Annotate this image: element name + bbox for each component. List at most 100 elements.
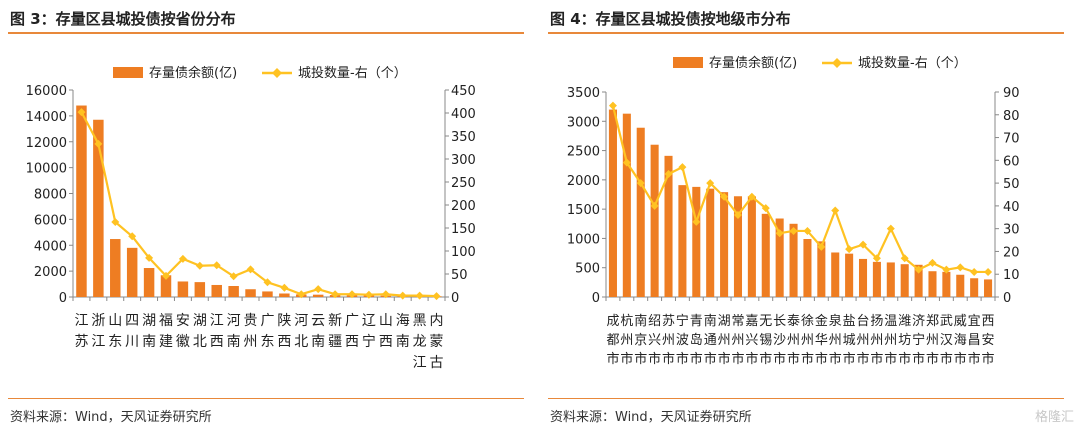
fig4-count-point (803, 226, 812, 235)
fig3-category-label: 江西 (210, 313, 224, 350)
figure-4-source: 资料来源：Wind，天风证券研究所 (550, 410, 752, 425)
fig4-count-point (872, 254, 881, 263)
fig3-y-tick-label: 12000 (26, 136, 67, 151)
fig3-bar (245, 289, 256, 297)
fig4-y2-tick-label: 0 (1003, 291, 1011, 306)
fig4-category-label: 泰州市 (787, 314, 800, 367)
fig4-bar (636, 127, 645, 297)
fig4-bar (858, 258, 868, 297)
fig4-count-point (928, 258, 937, 267)
fig4-category-label: 泉州市 (829, 313, 842, 367)
fig4-bar (706, 188, 715, 297)
figure-4-chart: 存量债余额(亿) 城投数量-右（个）05001000150020002500300… (567, 55, 1020, 367)
fig3-y2-tick-label: 300 (451, 153, 476, 168)
fig3-count-point (162, 271, 170, 280)
fig3-category-label: 广东 (260, 313, 274, 350)
fig4-bar (970, 278, 979, 297)
fig3-count-point (432, 292, 441, 301)
fig4-bar (928, 271, 937, 297)
fig4-y2-tick-label: 80 (1003, 109, 1020, 124)
fig4-legend-bar-label: 存量债余额(亿) (709, 55, 797, 71)
fig3-category-label: 山西 (379, 313, 393, 350)
fig3-y-tick-label: 2000 (34, 265, 67, 280)
fig3-bar (110, 239, 121, 297)
fig3-category-label: 内蒙古 (430, 313, 444, 371)
fig4-y-tick-label: 1000 (567, 232, 600, 247)
fig4-y-tick-label: 0 (592, 291, 600, 306)
fig4-y-tick-label: 500 (575, 262, 600, 277)
fig4-category-label: 南通市 (704, 313, 717, 367)
fig4-category-label: 金华市 (815, 313, 828, 367)
fig3-bar (194, 282, 206, 297)
fig4-category-label: 武汉市 (940, 314, 953, 367)
fig4-category-label: 宜昌市 (968, 314, 981, 367)
fig4-category-label: 温州市 (884, 314, 897, 367)
fig3-y-tick-label: 8000 (34, 188, 67, 203)
fig4-count-point (664, 170, 673, 178)
fig4-category-label: 无锡市 (759, 314, 772, 367)
fig4-category-label: 郑州市 (926, 314, 939, 367)
fig3-bar (228, 286, 239, 297)
fig3-category-label: 河南 (227, 313, 241, 350)
fig3-count-point (415, 291, 424, 300)
fig4-y2-tick-label: 40 (1003, 200, 1020, 215)
figure-3-top-rule (8, 32, 524, 34)
fig4-bar (831, 252, 840, 297)
fig3-count-line (80, 111, 437, 298)
fig3-count-point (195, 261, 204, 270)
fig4-category-label: 湖州市 (718, 314, 731, 367)
figure-3-chart: 存量债余额(亿) 城投数量-右（个）02000400060008000100001… (26, 65, 476, 371)
fig4-y-tick-label: 3500 (567, 86, 600, 101)
fig4-count-point (970, 267, 979, 276)
fig4-y2-tick-label: 50 (1003, 177, 1020, 192)
fig3-count-point (280, 283, 289, 292)
fig3-category-label: 江苏 (74, 313, 88, 350)
fig4-count-point (845, 245, 854, 254)
fig4-bar (747, 196, 756, 297)
fig4-count-point (678, 163, 687, 172)
fig4-bar (803, 239, 812, 297)
fig4-bar (608, 109, 617, 297)
fig4-count-point (706, 179, 715, 188)
fig3-count-point (364, 290, 373, 299)
fig4-y-tick-label: 2000 (567, 174, 600, 189)
fig4-bar (733, 196, 743, 297)
fig4-category-label: 威海市 (954, 314, 967, 367)
fig3-y2-tick-label: 100 (451, 245, 476, 260)
fig3-category-label: 山东 (108, 313, 122, 350)
fig3-y-tick-label: 16000 (26, 84, 67, 99)
fig4-category-label: 济宁市 (912, 314, 925, 367)
fig3-bar (160, 275, 172, 297)
fig4-category-label: 潍坊市 (898, 314, 911, 367)
fig3-count-point (263, 278, 272, 287)
fig4-count-point (984, 267, 993, 276)
fig3-count-point (381, 290, 390, 299)
figure-4-top-rule (548, 32, 1064, 34)
fig4-category-label: 成都市 (606, 314, 619, 367)
fig3-count-point (297, 290, 306, 299)
fig4-count-point (747, 192, 756, 201)
fig3-count-point (314, 285, 323, 294)
fig4-category-label: 西安市 (982, 314, 995, 367)
fig4-bar (692, 186, 701, 297)
fig4-bar (622, 113, 631, 298)
fig3-category-label: 湖南 (142, 313, 156, 350)
fig3-category-label: 贵州 (244, 313, 258, 350)
fig4-count-point (789, 226, 798, 235)
watermark-logo: 格隆汇 (1034, 410, 1074, 425)
fig4-y2-tick-label: 30 (1003, 223, 1020, 238)
fig3-count-point (111, 218, 120, 227)
fig3-y2-tick-label: 0 (451, 291, 459, 306)
figure-4-bottom-rule (548, 398, 1064, 399)
fig4-category-label: 长沙市 (773, 314, 786, 367)
fig3-count-point (94, 139, 103, 148)
fig3-count-point (77, 108, 86, 117)
fig3-category-label: 云南 (311, 313, 325, 350)
fig3-legend-line-label: 城投数量-右（个） (298, 65, 407, 81)
fig3-count-point (246, 265, 255, 274)
fig3-y2-tick-label: 200 (451, 199, 476, 214)
fig4-y2-tick-label: 20 (1003, 245, 1020, 260)
fig4-category-label: 嘉兴市 (745, 314, 758, 367)
figure-3-title: 图 3：存量区县城投债按省份分布 (10, 10, 236, 28)
